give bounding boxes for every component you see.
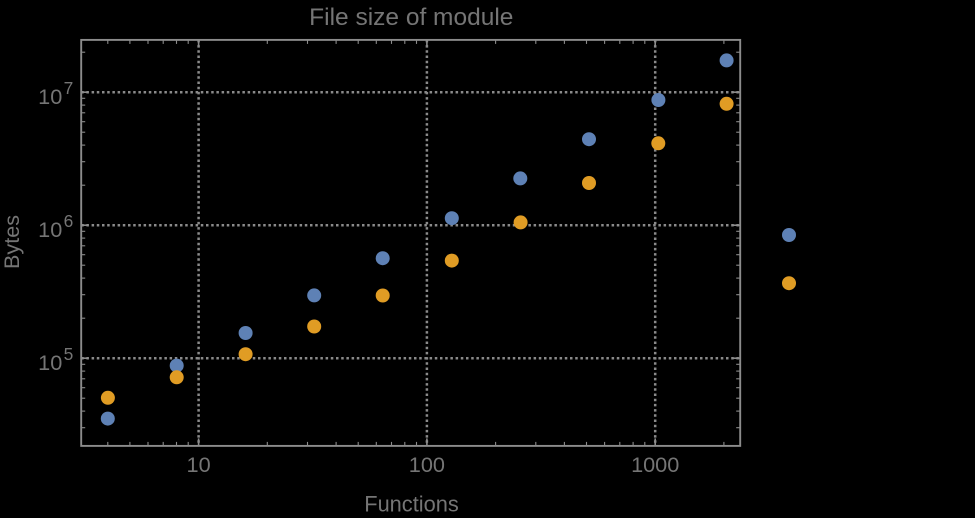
svg-text:10: 10 — [38, 350, 62, 375]
svg-text:5: 5 — [64, 344, 74, 364]
svg-text:File size of module: File size of module — [309, 4, 513, 31]
svg-text:Functions: Functions — [364, 492, 459, 513]
svg-text:10: 10 — [38, 217, 62, 242]
svg-text:7: 7 — [64, 78, 74, 98]
svg-text:1000: 1000 — [631, 452, 679, 477]
svg-text:10: 10 — [38, 84, 62, 109]
svg-text:Bytes: Bytes — [0, 215, 24, 269]
svg-text:10: 10 — [187, 452, 211, 477]
svg-text:100: 100 — [409, 452, 445, 477]
svg-text:6: 6 — [64, 211, 74, 231]
